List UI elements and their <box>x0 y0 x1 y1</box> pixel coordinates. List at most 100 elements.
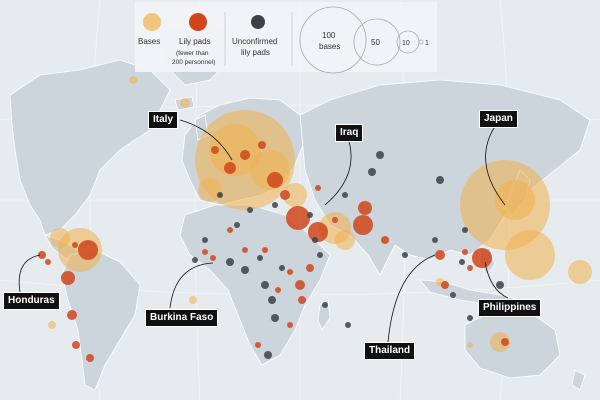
lily-pad-marker[interactable] <box>295 280 305 290</box>
legend-background <box>135 2 437 72</box>
unconfirmed-marker[interactable] <box>322 302 328 308</box>
base-marker[interactable] <box>335 230 355 250</box>
legend-size-100 <box>299 6 367 74</box>
leader-line-honduras <box>18 254 41 293</box>
base-marker[interactable] <box>283 183 307 207</box>
lily-pad-marker[interactable] <box>467 265 473 271</box>
unconfirmed-marker[interactable] <box>312 237 318 243</box>
unconfirmed-marker[interactable] <box>257 255 263 261</box>
lily-pad-marker[interactable] <box>45 259 51 265</box>
unconfirmed-marker[interactable] <box>192 257 198 263</box>
label-philippines: Philippines <box>478 299 542 317</box>
unconfirmed-marker[interactable] <box>402 252 408 258</box>
base-marker[interactable] <box>209 124 261 176</box>
unconfirmed-marker[interactable] <box>234 222 240 228</box>
unconfirmed-marker[interactable] <box>496 281 504 289</box>
lily-pad-marker[interactable] <box>240 150 250 160</box>
unconfirmed-marker[interactable] <box>202 237 208 243</box>
unconfirmed-marker[interactable] <box>436 176 444 184</box>
unconfirmed-marker[interactable] <box>268 296 276 304</box>
lily-pad-marker[interactable] <box>224 162 236 174</box>
lily-pad-marker[interactable] <box>286 206 310 230</box>
base-marker[interactable] <box>180 98 190 108</box>
lily-pad-marker[interactable] <box>298 296 306 304</box>
unconfirmed-marker[interactable] <box>432 237 438 243</box>
lily-pad-marker[interactable] <box>242 247 248 253</box>
unconfirmed-marker[interactable] <box>459 259 465 265</box>
base-marker[interactable] <box>467 342 473 348</box>
lily-pad-marker[interactable] <box>287 269 293 275</box>
lily-pad-marker[interactable] <box>72 242 78 248</box>
lily-pad-marker[interactable] <box>381 236 389 244</box>
lily-pad-marker[interactable] <box>61 271 75 285</box>
unconfirmed-marker[interactable] <box>226 258 234 266</box>
unconfirmed-marker[interactable] <box>307 212 313 218</box>
lily-pad-marker[interactable] <box>227 227 233 233</box>
lily-pad-marker[interactable] <box>287 322 293 328</box>
label-honduras: Honduras <box>3 292 60 310</box>
base-marker[interactable] <box>50 228 70 248</box>
leader-line-japan <box>485 121 506 206</box>
lily-pad-marker[interactable] <box>202 249 208 255</box>
lily-pad-marker[interactable] <box>358 201 372 215</box>
unconfirmed-marker[interactable] <box>467 315 473 321</box>
unconfirmed-marker[interactable] <box>217 192 223 198</box>
legend-size-100-label-2: bases <box>319 42 340 51</box>
lily-pad-marker[interactable] <box>501 338 509 346</box>
legend-unconfirmed-label-2: lily pads <box>241 48 270 57</box>
lily-pad-marker[interactable] <box>262 247 268 253</box>
lily-pad-marker[interactable] <box>315 185 321 191</box>
lily-pad-marker[interactable] <box>258 141 266 149</box>
unconfirmed-marker[interactable] <box>317 252 323 258</box>
lily-pad-marker[interactable] <box>353 215 373 235</box>
unconfirmed-marker[interactable] <box>368 168 376 176</box>
base-marker[interactable] <box>129 76 137 84</box>
unconfirmed-marker[interactable] <box>376 151 384 159</box>
label-thailand: Thailand <box>364 342 416 360</box>
lily-pad-marker[interactable] <box>275 287 281 293</box>
lily-pad-marker[interactable] <box>435 250 445 260</box>
label-burkina-faso: Burkina Faso <box>145 309 219 327</box>
unconfirmed-marker[interactable] <box>342 192 348 198</box>
lily-pad-marker[interactable] <box>78 240 98 260</box>
lily-pad-marker[interactable] <box>210 255 216 261</box>
lily-pad-marker[interactable] <box>255 342 261 348</box>
unconfirmed-marker[interactable] <box>450 292 456 298</box>
lily-pad-marker[interactable] <box>462 249 468 255</box>
lily-pad-marker[interactable] <box>280 190 290 200</box>
lily-pad-marker[interactable] <box>332 217 338 223</box>
leader-line-philippines <box>484 261 509 299</box>
base-marker[interactable] <box>48 321 56 329</box>
lily-pad-marker[interactable] <box>308 222 328 242</box>
lily-pad-marker[interactable] <box>38 251 46 259</box>
legend-lily-pads-label: Lily pads <box>179 37 211 46</box>
unconfirmed-marker[interactable] <box>272 202 278 208</box>
lily-pad-marker[interactable] <box>441 281 449 289</box>
unconfirmed-marker[interactable] <box>271 314 279 322</box>
unconfirmed-marker[interactable] <box>279 265 285 271</box>
legend-unconfirmed-swatch <box>251 15 265 29</box>
unconfirmed-layer <box>192 151 504 359</box>
base-marker[interactable] <box>505 230 555 280</box>
lily-pad-marker[interactable] <box>67 310 77 320</box>
unconfirmed-marker[interactable] <box>462 227 468 233</box>
unconfirmed-marker[interactable] <box>264 351 272 359</box>
unconfirmed-marker[interactable] <box>345 322 351 328</box>
new-zealand-landmass <box>571 369 586 391</box>
australia-landmass <box>464 309 561 379</box>
lily-pad-marker[interactable] <box>86 354 94 362</box>
base-marker[interactable] <box>495 180 535 220</box>
unconfirmed-marker[interactable] <box>261 281 269 289</box>
base-marker[interactable] <box>198 178 222 202</box>
lily-pad-marker[interactable] <box>267 172 283 188</box>
madagascar-landmass <box>317 299 331 331</box>
lily-pad-marker[interactable] <box>72 341 80 349</box>
base-marker[interactable] <box>189 296 197 304</box>
base-marker[interactable] <box>490 332 510 352</box>
unconfirmed-marker[interactable] <box>241 266 249 274</box>
unconfirmed-marker[interactable] <box>247 207 253 213</box>
lily-pad-marker[interactable] <box>306 264 314 272</box>
lily-pad-marker[interactable] <box>211 146 219 154</box>
lily-pad-marker[interactable] <box>472 248 492 268</box>
base-marker[interactable] <box>568 260 592 284</box>
